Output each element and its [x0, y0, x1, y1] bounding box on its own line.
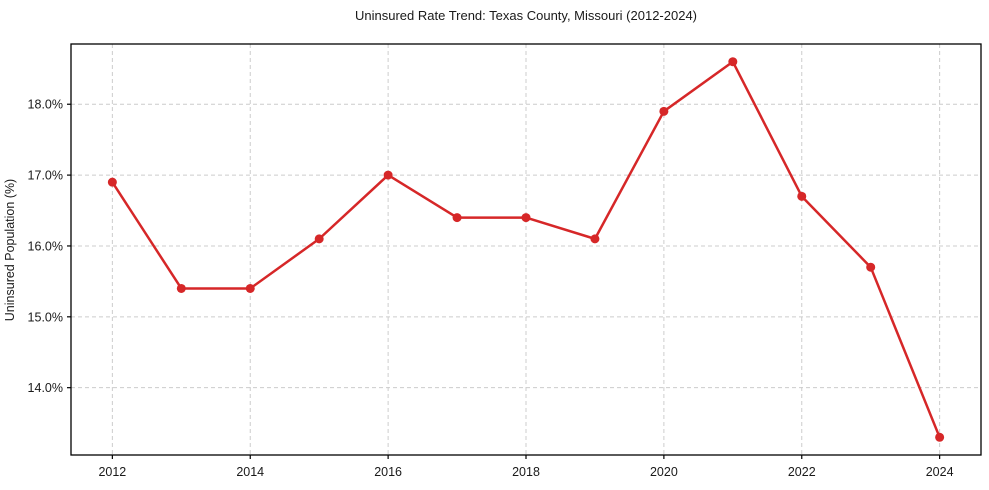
y-tick-label: 16.0% [28, 239, 63, 253]
data-point [590, 234, 600, 244]
y-axis-label: Uninsured Population (%) [3, 179, 17, 321]
data-point [935, 432, 945, 442]
data-point [659, 106, 669, 116]
data-point [107, 177, 117, 187]
data-point [866, 262, 876, 272]
x-tick-label: 2018 [512, 465, 540, 479]
data-point [797, 191, 807, 201]
x-tick-label: 2012 [98, 465, 126, 479]
data-point [452, 213, 462, 223]
y-tick-label: 14.0% [28, 381, 63, 395]
plot-border [70, 43, 982, 456]
y-tick-label: 15.0% [28, 310, 63, 324]
data-point [728, 57, 738, 67]
data-point [176, 283, 186, 293]
data-point [521, 213, 531, 223]
x-tick-label: 2020 [650, 465, 678, 479]
x-tick-label: 2024 [926, 465, 954, 479]
data-point [383, 170, 393, 180]
x-tick-label: 2016 [374, 465, 402, 479]
data-point [245, 283, 255, 293]
y-tick-label: 17.0% [28, 169, 63, 183]
plot-area: 2012 2014 2016 2018 2020 2022 2024 14.0% 15.0% 16… [28, 43, 982, 479]
y-tick-label: 18.0% [28, 98, 63, 112]
x-tick-label: 2022 [788, 465, 816, 479]
x-tick-label: 2014 [236, 465, 264, 479]
chart-title: Uninsured Rate Trend: Texas County, Miss… [355, 8, 697, 23]
data-point [314, 234, 324, 244]
